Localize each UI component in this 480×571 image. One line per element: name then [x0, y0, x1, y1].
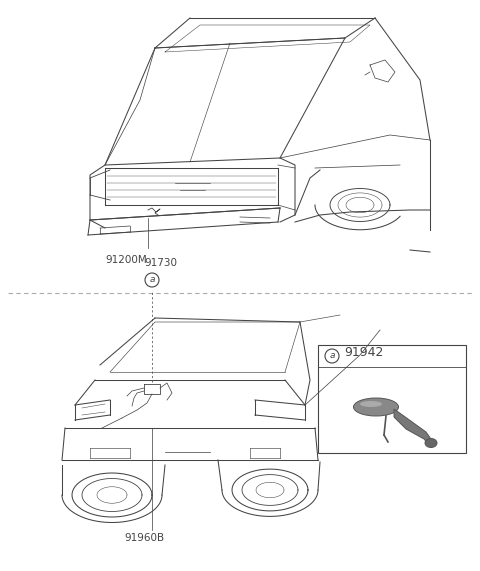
Text: 91960B: 91960B [124, 533, 164, 543]
Polygon shape [394, 409, 431, 447]
Bar [318, 345, 466, 453]
Text: a: a [329, 352, 335, 360]
Ellipse shape [425, 439, 437, 448]
Ellipse shape [360, 401, 382, 407]
Text: 91730: 91730 [144, 258, 177, 268]
Text: 91942: 91942 [344, 347, 384, 360]
Text: a: a [149, 275, 155, 284]
Text: 91200M: 91200M [105, 255, 147, 265]
Ellipse shape [353, 398, 398, 416]
